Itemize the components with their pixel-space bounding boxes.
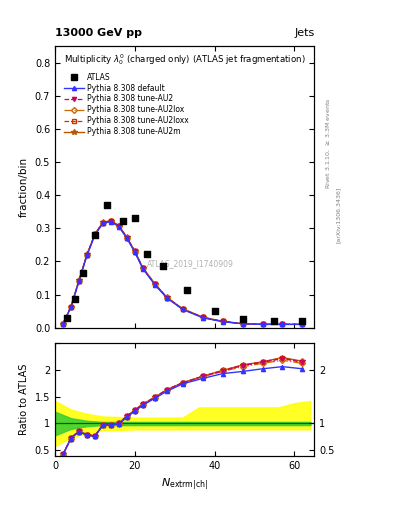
Text: [arXiv:1306.3436]: [arXiv:1306.3436]	[336, 187, 341, 243]
Text: ATLAS_2019_I1740909: ATLAS_2019_I1740909	[147, 259, 233, 268]
Y-axis label: Ratio to ATLAS: Ratio to ATLAS	[19, 364, 29, 435]
Point	[132, 214, 138, 222]
Point	[211, 307, 218, 315]
Point	[72, 295, 78, 303]
Point	[271, 317, 277, 325]
Y-axis label: fraction/bin: fraction/bin	[19, 157, 29, 217]
Text: Jets: Jets	[294, 28, 314, 37]
Point	[144, 250, 150, 258]
Legend: ATLAS, Pythia 8.308 default, Pythia 8.308 tune-AU2, Pythia 8.308 tune-AU2lox, Py: ATLAS, Pythia 8.308 default, Pythia 8.30…	[61, 70, 192, 139]
Point	[120, 217, 126, 225]
X-axis label: $N_{\mathrm{extrm|ch|}}$: $N_{\mathrm{extrm|ch|}}$	[161, 476, 208, 492]
Point	[92, 231, 98, 239]
Text: 13000 GeV pp: 13000 GeV pp	[55, 28, 142, 37]
Point	[160, 262, 166, 270]
Point	[299, 317, 306, 325]
Point	[64, 314, 70, 323]
Point	[104, 201, 110, 209]
Point	[239, 315, 246, 324]
Text: Rivet 3.1.10, $\geq$ 3.3M events: Rivet 3.1.10, $\geq$ 3.3M events	[324, 98, 332, 189]
Point	[80, 269, 86, 277]
Point	[184, 286, 190, 294]
Text: Multiplicity $\lambda_0^0$ (charged only) (ATLAS jet fragmentation): Multiplicity $\lambda_0^0$ (charged only…	[64, 52, 305, 67]
